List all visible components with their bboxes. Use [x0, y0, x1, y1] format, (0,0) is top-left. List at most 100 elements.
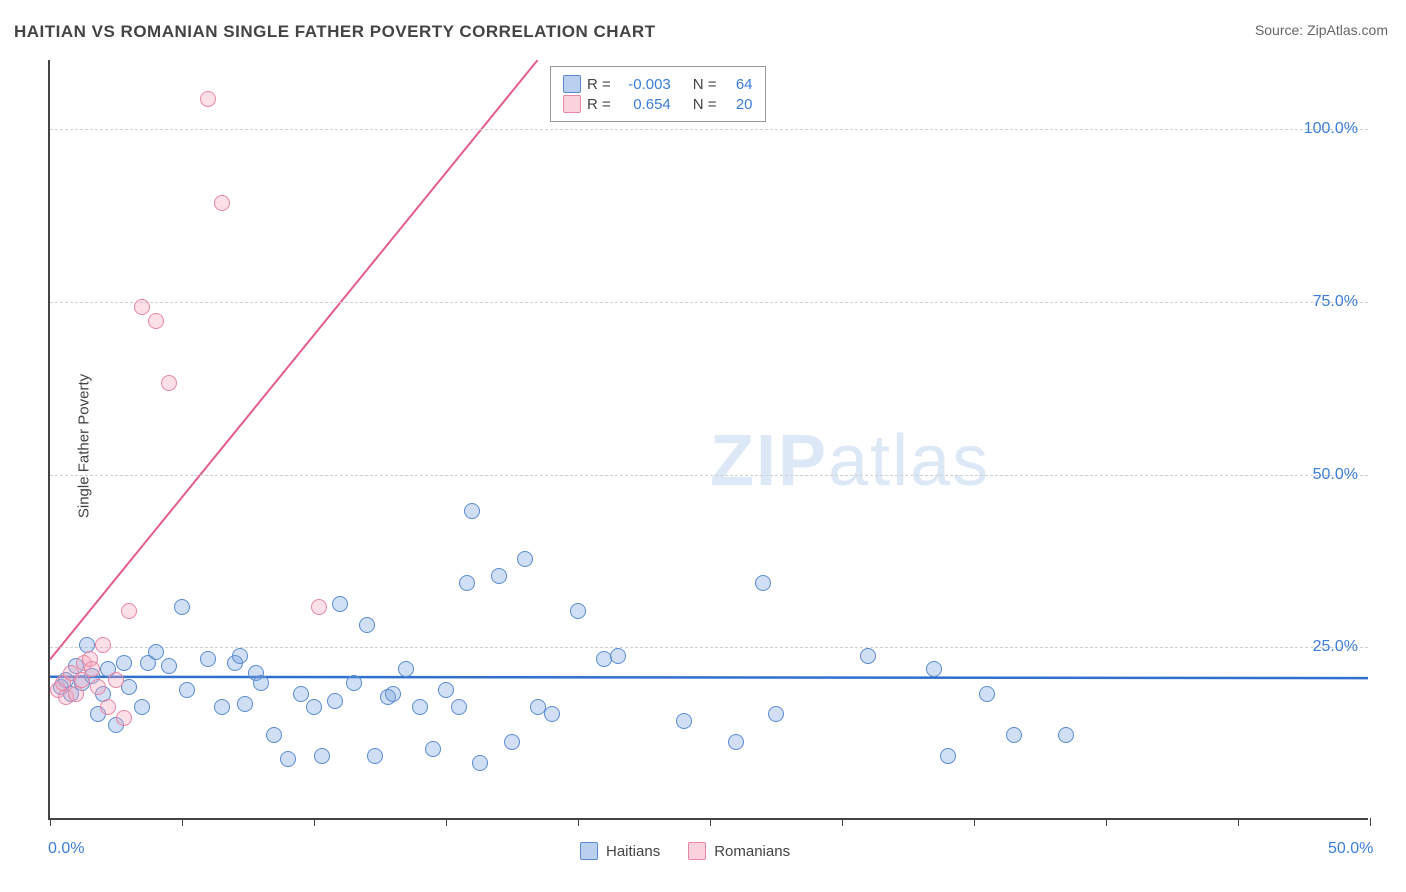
x-tick: [1106, 818, 1107, 826]
data-point: [116, 710, 132, 726]
data-point: [398, 661, 414, 677]
data-point: [306, 699, 322, 715]
grid-line: [50, 475, 1368, 476]
data-point: [84, 661, 100, 677]
data-point: [161, 375, 177, 391]
data-point: [314, 748, 330, 764]
n-value-romanians: 20: [723, 96, 753, 113]
data-point: [116, 655, 132, 671]
data-point: [100, 699, 116, 715]
trend-line-romanians: [50, 60, 538, 660]
data-point: [544, 706, 560, 722]
swatch-blue-icon: [580, 842, 598, 860]
data-point: [293, 686, 309, 702]
data-point: [860, 648, 876, 664]
data-point: [425, 741, 441, 757]
data-point: [491, 568, 507, 584]
x-tick-label: 50.0%: [1328, 840, 1373, 858]
legend-item-haitians: Haitians: [580, 842, 660, 860]
x-tick: [1238, 818, 1239, 826]
data-point: [311, 599, 327, 615]
plot-area: ZIPatlas R = -0.003 N = 64 R = 0.654 N =…: [48, 60, 1368, 820]
data-point: [359, 617, 375, 633]
data-point: [266, 727, 282, 743]
watermark-light: atlas: [828, 421, 990, 501]
data-point: [327, 693, 343, 709]
data-point: [346, 675, 362, 691]
data-point: [95, 637, 111, 653]
data-point: [451, 699, 467, 715]
data-point: [174, 599, 190, 615]
data-point: [676, 713, 692, 729]
data-point: [438, 682, 454, 698]
data-point: [134, 699, 150, 715]
swatch-pink-icon: [688, 842, 706, 860]
n-value-haitians: 64: [723, 76, 753, 93]
data-point: [1058, 727, 1074, 743]
data-point: [768, 706, 784, 722]
stats-row-romanians: R = 0.654 N = 20: [563, 95, 753, 113]
data-point: [728, 734, 744, 750]
x-tick-label: 0.0%: [48, 840, 84, 858]
data-point: [200, 91, 216, 107]
y-tick-label: 25.0%: [1313, 638, 1358, 656]
data-point: [148, 313, 164, 329]
data-point: [161, 658, 177, 674]
series-legend: Haitians Romanians: [580, 842, 790, 860]
data-point: [148, 644, 164, 660]
data-point: [610, 648, 626, 664]
x-tick: [446, 818, 447, 826]
data-point: [979, 686, 995, 702]
data-point: [214, 699, 230, 715]
y-tick-label: 100.0%: [1304, 120, 1358, 138]
data-point: [472, 755, 488, 771]
x-tick: [50, 818, 51, 826]
n-prefix: N =: [693, 76, 717, 93]
stats-row-haitians: R = -0.003 N = 64: [563, 75, 753, 93]
y-tick-label: 50.0%: [1313, 466, 1358, 484]
data-point: [504, 734, 520, 750]
n-prefix: N =: [693, 96, 717, 113]
data-point: [232, 648, 248, 664]
data-point: [134, 299, 150, 315]
grid-line: [50, 647, 1368, 648]
watermark-bold: ZIP: [710, 421, 828, 501]
data-point: [253, 675, 269, 691]
swatch-pink-icon: [563, 95, 581, 113]
chart-title: HAITIAN VS ROMANIAN SINGLE FATHER POVERT…: [14, 22, 656, 42]
source-label: Source: ZipAtlas.com: [1255, 22, 1388, 38]
data-point: [940, 748, 956, 764]
data-point: [517, 551, 533, 567]
swatch-blue-icon: [563, 75, 581, 93]
r-prefix: R =: [587, 76, 611, 93]
data-point: [755, 575, 771, 591]
trend-line-haitians: [50, 677, 1368, 678]
legend-label-haitians: Haitians: [606, 843, 660, 860]
r-value-romanians: 0.654: [617, 96, 671, 113]
data-point: [1006, 727, 1022, 743]
x-tick: [314, 818, 315, 826]
legend-item-romanians: Romanians: [688, 842, 790, 860]
r-value-haitians: -0.003: [617, 76, 671, 93]
x-tick: [710, 818, 711, 826]
data-point: [200, 651, 216, 667]
grid-line: [50, 302, 1368, 303]
data-point: [332, 596, 348, 612]
grid-line: [50, 129, 1368, 130]
data-point: [385, 686, 401, 702]
data-point: [121, 603, 137, 619]
data-point: [412, 699, 428, 715]
r-prefix: R =: [587, 96, 611, 113]
x-tick: [974, 818, 975, 826]
data-point: [464, 503, 480, 519]
stats-legend: R = -0.003 N = 64 R = 0.654 N = 20: [550, 66, 766, 122]
legend-label-romanians: Romanians: [714, 843, 790, 860]
data-point: [367, 748, 383, 764]
data-point: [90, 679, 106, 695]
x-tick: [1370, 818, 1371, 826]
data-point: [459, 575, 475, 591]
data-point: [926, 661, 942, 677]
data-point: [570, 603, 586, 619]
x-tick: [842, 818, 843, 826]
data-point: [108, 672, 124, 688]
